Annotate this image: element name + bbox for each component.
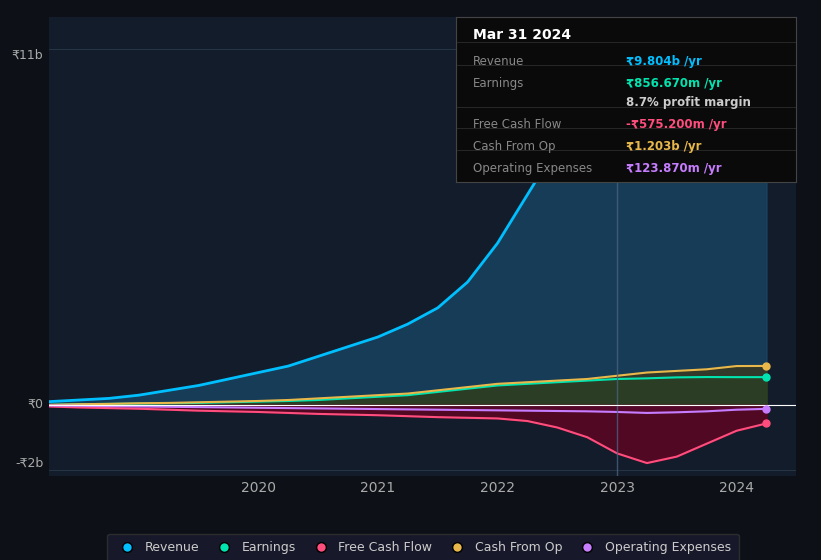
Text: Operating Expenses: Operating Expenses: [473, 162, 592, 175]
Text: -₹2b: -₹2b: [15, 456, 44, 469]
Text: Cash From Op: Cash From Op: [473, 140, 555, 153]
Text: ₹1.203b /yr: ₹1.203b /yr: [626, 140, 701, 153]
Text: ₹856.670m /yr: ₹856.670m /yr: [626, 77, 722, 90]
Text: ₹123.870m /yr: ₹123.870m /yr: [626, 162, 722, 175]
Text: Revenue: Revenue: [473, 55, 524, 68]
Text: 8.7% profit margin: 8.7% profit margin: [626, 96, 751, 109]
Text: Earnings: Earnings: [473, 77, 524, 90]
Text: Mar 31 2024: Mar 31 2024: [473, 29, 571, 43]
Text: ₹9.804b /yr: ₹9.804b /yr: [626, 55, 702, 68]
Text: ₹0: ₹0: [27, 398, 44, 412]
Text: -₹575.200m /yr: -₹575.200m /yr: [626, 118, 727, 130]
Legend: Revenue, Earnings, Free Cash Flow, Cash From Op, Operating Expenses: Revenue, Earnings, Free Cash Flow, Cash …: [107, 534, 739, 560]
Text: ₹11b: ₹11b: [11, 49, 44, 62]
Text: Free Cash Flow: Free Cash Flow: [473, 118, 561, 130]
